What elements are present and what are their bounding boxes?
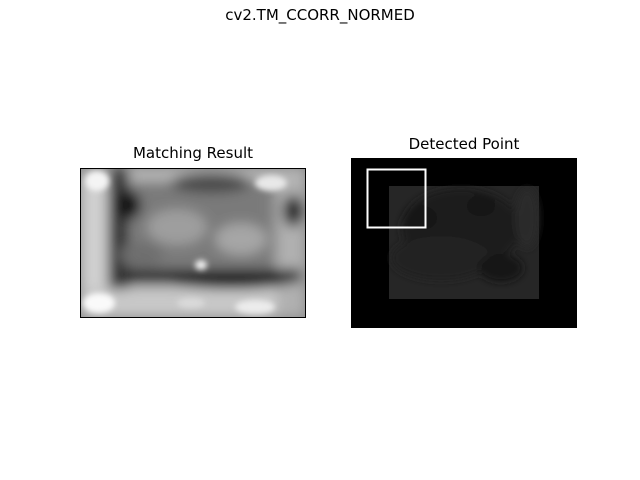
heatmap-graphic: [81, 169, 305, 317]
detected-image-graphic: [351, 158, 577, 328]
detection-box: [366, 168, 427, 229]
matching-result-title: Matching Result: [132, 144, 254, 162]
figure-title: cv2.TM_CCORR_NORMED: [225, 6, 415, 24]
detected-point-title: Detected Point: [408, 135, 520, 153]
detected-point-image: [351, 158, 577, 328]
matching-result-heatmap: [80, 168, 306, 318]
